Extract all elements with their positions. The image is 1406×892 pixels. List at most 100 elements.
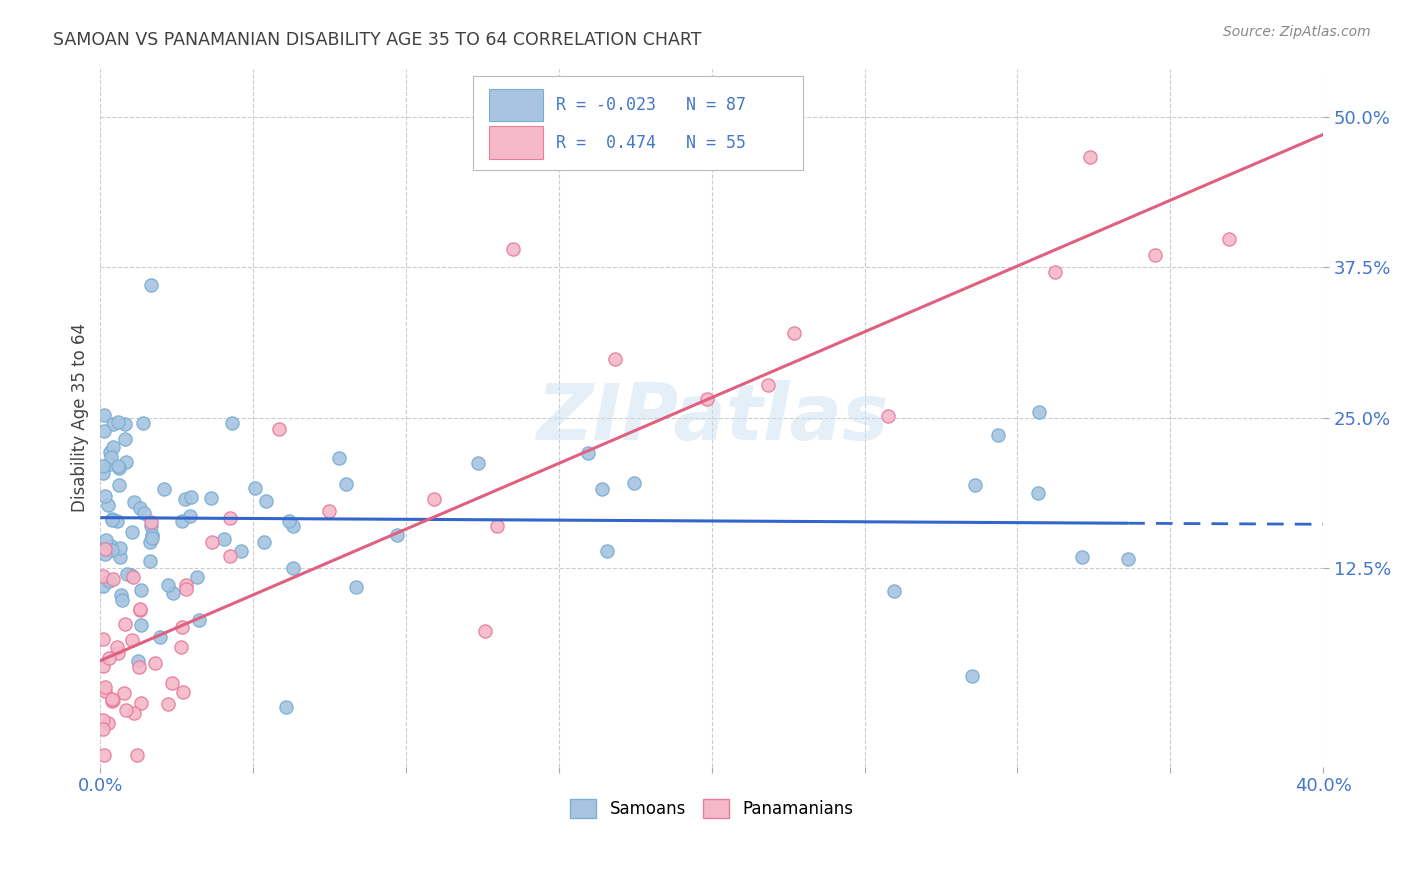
Point [103, 440, 125, 454]
Point [139, 515, 162, 529]
Point [115, 703, 138, 717]
Point [486, 518, 509, 533]
Point [101, 691, 124, 706]
Point [100, 450, 122, 464]
Point [129, 501, 152, 516]
Point [1144, 248, 1167, 262]
Point [121, 568, 143, 582]
Point [110, 550, 132, 565]
Point [97, 542, 120, 557]
Point [253, 535, 276, 549]
Point [596, 543, 619, 558]
Point [93, 659, 115, 673]
Point [93, 459, 115, 474]
Point [187, 613, 209, 627]
Point [200, 491, 222, 505]
Point [267, 422, 290, 436]
Point [1218, 232, 1240, 246]
Point [1028, 405, 1050, 419]
Point [149, 631, 172, 645]
FancyBboxPatch shape [474, 76, 803, 169]
Point [93, 579, 115, 593]
Point [93, 466, 115, 480]
Point [1080, 151, 1102, 165]
Point [98, 458, 121, 472]
Point [107, 459, 129, 474]
Point [114, 417, 136, 431]
Point [174, 577, 197, 591]
Point [93, 424, 115, 438]
Point [105, 640, 128, 654]
Text: SAMOAN VS PANAMANIAN DISABILITY AGE 35 TO 64 CORRELATION CHART: SAMOAN VS PANAMANIAN DISABILITY AGE 35 T… [53, 31, 702, 49]
Point [986, 428, 1008, 442]
Point [328, 451, 350, 466]
Point [128, 603, 150, 617]
Point [129, 582, 152, 597]
Point [110, 588, 132, 602]
Point [162, 586, 184, 600]
Y-axis label: Disability Age 35 to 64: Disability Age 35 to 64 [72, 323, 89, 512]
Point [180, 490, 202, 504]
Point [1116, 552, 1139, 566]
Point [467, 456, 489, 470]
Point [101, 693, 124, 707]
Point [128, 602, 150, 616]
Point [132, 506, 155, 520]
Point [1026, 486, 1049, 500]
Point [172, 684, 194, 698]
Point [103, 572, 125, 586]
Point [114, 617, 136, 632]
Point [591, 482, 613, 496]
Point [96, 498, 118, 512]
Point [335, 477, 357, 491]
Point [623, 475, 645, 490]
Point [93, 409, 115, 423]
Point [603, 351, 626, 366]
Point [201, 534, 224, 549]
Point [139, 518, 162, 533]
Point [281, 519, 304, 533]
Point [121, 632, 143, 647]
Point [122, 706, 145, 720]
Point [576, 446, 599, 460]
Point [139, 553, 162, 567]
Text: ZIPatlas: ZIPatlas [536, 379, 889, 456]
Point [172, 514, 194, 528]
Point [93, 632, 115, 646]
FancyBboxPatch shape [489, 89, 543, 121]
Point [114, 432, 136, 446]
Point [877, 409, 900, 423]
Point [127, 655, 149, 669]
Point [174, 491, 197, 506]
Point [93, 747, 115, 762]
Point [883, 584, 905, 599]
Point [756, 377, 779, 392]
Point [782, 326, 804, 340]
Point [965, 478, 987, 492]
Point [100, 511, 122, 525]
Point [385, 527, 408, 541]
Point [107, 415, 129, 429]
Point [172, 619, 194, 633]
Point [94, 541, 117, 556]
Point [243, 481, 266, 495]
Point [229, 544, 252, 558]
Point [186, 570, 208, 584]
Point [696, 392, 718, 407]
Point [97, 716, 120, 731]
Point [125, 747, 148, 762]
Point [93, 547, 115, 561]
Point [108, 478, 131, 492]
Point [960, 669, 983, 683]
Text: Source: ZipAtlas.com: Source: ZipAtlas.com [1223, 25, 1371, 39]
Point [129, 696, 152, 710]
Point [98, 445, 121, 459]
Point [179, 508, 201, 523]
Point [218, 511, 240, 525]
Point [100, 543, 122, 558]
Point [94, 533, 117, 547]
Point [423, 491, 446, 506]
Point [101, 694, 124, 708]
Point [110, 541, 132, 555]
Point [107, 646, 129, 660]
